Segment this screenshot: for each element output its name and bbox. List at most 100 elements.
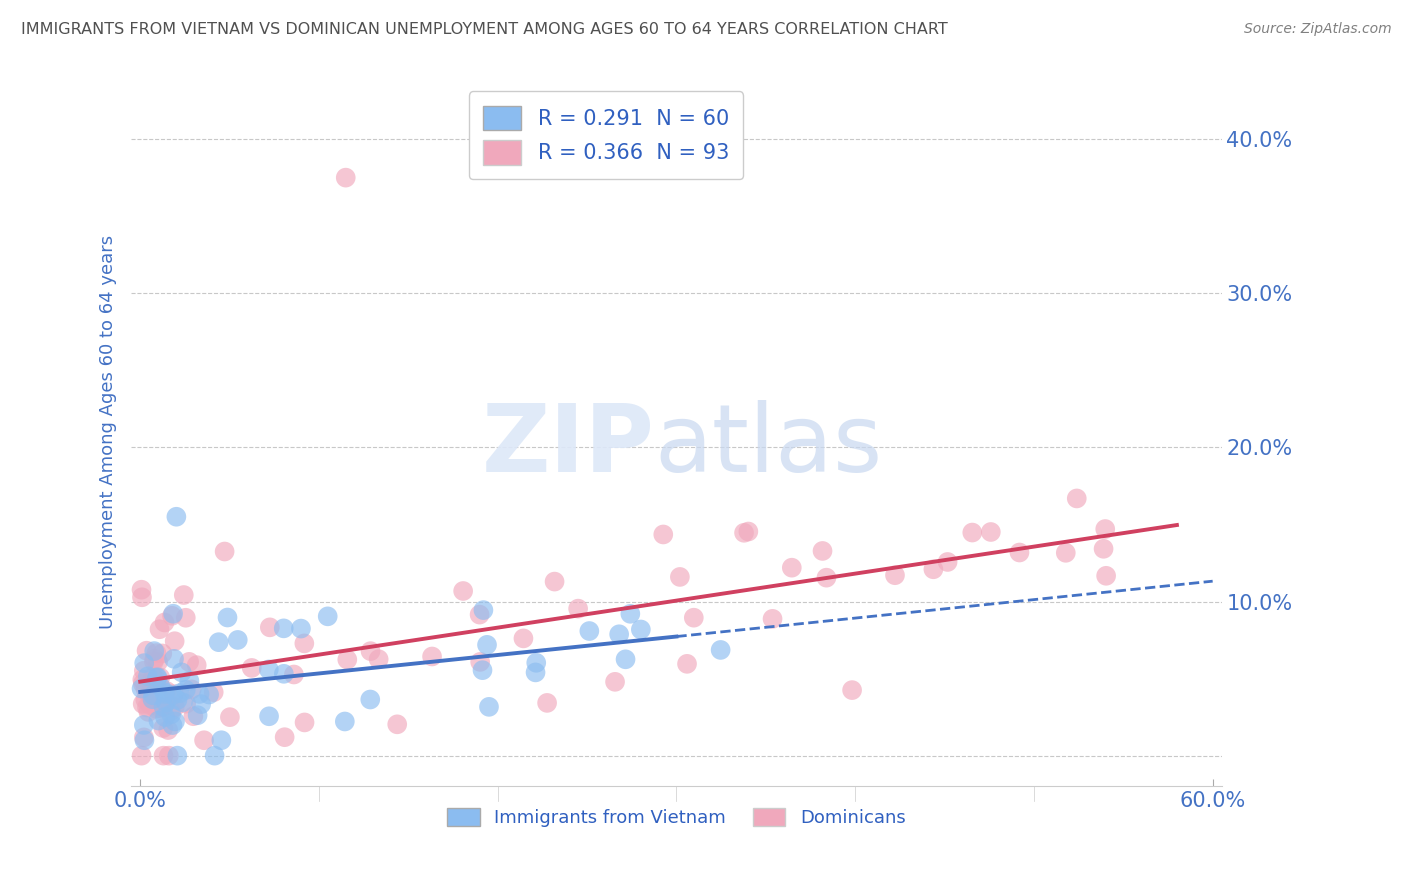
- Point: [139, 675, 162, 690]
- Point: [148, 714, 170, 728]
- Point: [471, 663, 494, 677]
- Point: [630, 623, 652, 637]
- Point: [149, 680, 172, 694]
- Point: [1054, 546, 1077, 560]
- Point: [336, 652, 359, 666]
- Point: [142, 655, 165, 669]
- Point: [136, 700, 159, 714]
- Point: [524, 656, 547, 670]
- Point: [131, 582, 153, 597]
- Point: [150, 700, 173, 714]
- Point: [142, 688, 165, 702]
- Point: [1092, 541, 1115, 556]
- Y-axis label: Unemployment Among Ages 60 to 64 years: Unemployment Among Ages 60 to 64 years: [100, 235, 117, 629]
- Point: [193, 733, 215, 747]
- Point: [153, 685, 176, 699]
- Point: [283, 667, 305, 681]
- Point: [710, 643, 733, 657]
- Point: [387, 717, 409, 731]
- Point: [149, 670, 172, 684]
- Point: [131, 591, 153, 605]
- Point: [512, 632, 534, 646]
- Point: [173, 588, 195, 602]
- Point: [187, 708, 209, 723]
- Point: [155, 695, 177, 709]
- Point: [146, 671, 169, 685]
- Point: [316, 609, 339, 624]
- Point: [202, 685, 225, 699]
- Point: [179, 673, 201, 688]
- Point: [162, 688, 184, 702]
- Text: Source: ZipAtlas.com: Source: ZipAtlas.com: [1244, 22, 1392, 37]
- Point: [174, 611, 197, 625]
- Point: [136, 669, 159, 683]
- Point: [163, 700, 186, 714]
- Point: [131, 673, 153, 687]
- Point: [733, 525, 755, 540]
- Point: [936, 555, 959, 569]
- Point: [335, 170, 357, 185]
- Point: [333, 714, 356, 729]
- Point: [603, 674, 626, 689]
- Point: [217, 610, 239, 624]
- Point: [172, 695, 194, 709]
- Point: [470, 655, 492, 669]
- Point: [169, 686, 191, 700]
- Point: [922, 562, 945, 576]
- Point: [153, 710, 176, 724]
- Point: [148, 622, 170, 636]
- Point: [163, 652, 186, 666]
- Point: [155, 684, 177, 698]
- Point: [475, 638, 498, 652]
- Point: [170, 665, 193, 680]
- Point: [134, 682, 156, 697]
- Point: [219, 710, 242, 724]
- Point: [257, 662, 280, 676]
- Point: [682, 610, 704, 624]
- Point: [1066, 491, 1088, 506]
- Point: [208, 635, 231, 649]
- Point: [451, 584, 474, 599]
- Point: [139, 684, 162, 698]
- Point: [162, 718, 184, 732]
- Point: [132, 718, 155, 732]
- Point: [468, 607, 491, 622]
- Point: [367, 652, 389, 666]
- Point: [152, 721, 174, 735]
- Point: [619, 607, 641, 621]
- Point: [132, 676, 155, 690]
- Point: [152, 699, 174, 714]
- Point: [614, 652, 637, 666]
- Point: [153, 687, 176, 701]
- Point: [131, 681, 153, 696]
- Point: [143, 652, 166, 666]
- Point: [578, 624, 600, 638]
- Point: [226, 632, 249, 647]
- Point: [607, 627, 630, 641]
- Point: [292, 636, 315, 650]
- Point: [290, 622, 312, 636]
- Point: [240, 661, 263, 675]
- Point: [737, 524, 759, 539]
- Point: [536, 696, 558, 710]
- Point: [884, 568, 907, 582]
- Point: [132, 731, 155, 745]
- Point: [811, 544, 834, 558]
- Point: [188, 687, 211, 701]
- Point: [135, 643, 157, 657]
- Point: [183, 709, 205, 723]
- Point: [180, 682, 202, 697]
- Point: [160, 608, 183, 623]
- Point: [174, 697, 197, 711]
- Point: [214, 544, 236, 558]
- Point: [524, 665, 547, 680]
- Point: [149, 701, 172, 715]
- Point: [273, 666, 295, 681]
- Point: [294, 715, 316, 730]
- Point: [198, 688, 221, 702]
- Point: [815, 571, 838, 585]
- Point: [162, 607, 184, 621]
- Point: [139, 698, 162, 712]
- Point: [150, 647, 173, 661]
- Point: [153, 615, 176, 630]
